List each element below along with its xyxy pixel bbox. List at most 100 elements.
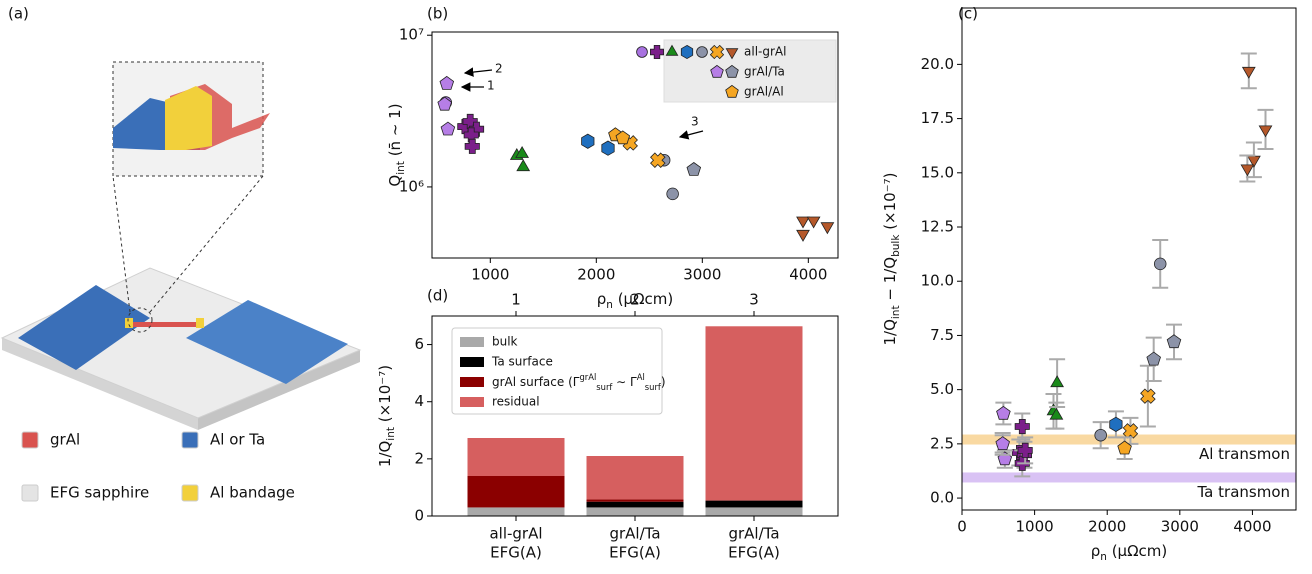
legend-label: Al bandage [210,484,295,502]
pad-left [18,285,150,370]
legend-swatch [460,357,484,367]
bar-segment [467,507,565,516]
legend-marker [725,84,739,98]
point [1166,334,1182,349]
x-tick-label: 4000 [1233,518,1271,536]
y-tick-label: 15.0 [921,163,954,181]
y-axis-label-part: (n̄ ∼ 1) [386,103,404,161]
point [601,140,615,156]
legend-label-part: grAl [579,372,596,382]
point [666,187,679,201]
inset-bandage [165,86,212,150]
x-tick-label: 3000 [1161,518,1199,536]
x-tick-sublabel: EFG(A) [609,544,661,562]
y-tick-label: 5.0 [930,380,954,398]
legend-label: Al or Ta [210,431,265,449]
x-axis-label-part: ρ [1091,542,1101,560]
y-axis-label-part: int [395,161,407,175]
y-tick-label: 10⁷ [399,26,424,44]
bandage [125,318,133,328]
point [1017,442,1033,458]
point [468,121,485,137]
legend-label-part: Γ [573,375,580,389]
top-tick-label: 1 [511,291,521,309]
annotation: 2 [495,62,503,76]
band-label: Ta transmon [1197,483,1291,501]
legend-marker [725,48,739,60]
x-axis-label-part: n [606,299,613,311]
point [581,133,595,149]
legend-label-part: surf [596,382,613,392]
point [1050,375,1064,388]
reference-band [962,434,1296,445]
y-tick-label: 4 [414,392,424,410]
legend-marker [696,46,708,58]
point [686,162,702,176]
bar-segment [586,456,684,500]
point [1241,66,1256,79]
bar-segment [586,499,684,502]
legend-swatch [460,337,484,347]
legend-marker [680,44,694,60]
y-axis-label-part: bulk [890,234,902,257]
x-tick-label: all-grAl [489,525,542,543]
y-axis-label: 1/Qint − 1/Qbulk (×10⁻⁷) [881,172,903,345]
point [1109,416,1123,432]
plot-frame [431,315,839,517]
point [439,75,455,90]
y-tick-label: 12.5 [921,218,954,236]
legend-box [451,327,663,415]
point [1049,407,1064,420]
legend-label: residual [492,395,540,409]
x-tick-label: 2000 [577,266,615,284]
legend-label: bulk [492,335,518,349]
substrate-side [2,338,198,430]
x-axis-label-part: n [1100,551,1107,563]
point [516,159,531,172]
top-tick-label: 2 [630,291,640,309]
legend-label-part: surf [645,382,662,392]
y-tick-label: 20.0 [921,55,954,73]
legend-label-part: Al [637,372,645,382]
point [1146,351,1161,366]
y-axis-label-part: (×10⁻⁷) [881,172,899,234]
zoom-line [112,175,131,313]
point [1258,125,1273,138]
y-tick-label: 0 [414,507,424,525]
legend-label: all-grAl [744,45,786,59]
x-tick-label: 4000 [789,266,827,284]
legend-label: EFG sapphire [50,484,149,502]
bar-segment [705,326,803,501]
panel-label: (a) [8,5,29,23]
y-tick-label: 17.5 [921,109,954,127]
x-tick-label: 1000 [471,266,509,284]
y-tick-label: 10.0 [921,272,954,290]
point [820,222,835,235]
legend-label: Ta surface [491,355,553,369]
bar-segment [467,476,565,508]
y-axis-label-part: int [890,305,902,319]
bandage [196,318,204,328]
band-label: Al transmon [1199,445,1290,463]
point [464,138,480,154]
point [796,229,810,242]
y-axis-label-part: (×10⁻⁷) [376,365,394,427]
point [1014,418,1030,435]
point [515,146,529,158]
annotation: 1 [487,79,495,93]
x-tick-label: 2000 [1088,518,1126,536]
point [796,216,810,229]
legend-marker [725,64,739,78]
legend-swatch [181,431,199,449]
legend-label: grAl/Al [744,85,784,99]
y-axis-label-part: 1/Q [376,441,394,467]
y-axis-label-part: int [385,427,397,441]
legend-marker [636,46,648,58]
bar-segment [586,507,684,516]
point [650,152,666,168]
x-tick-sublabel: EFG(A) [490,544,542,562]
y-tick-label: 2 [414,449,424,467]
bar-segment [705,500,803,508]
panel-label: (c) [958,5,978,23]
